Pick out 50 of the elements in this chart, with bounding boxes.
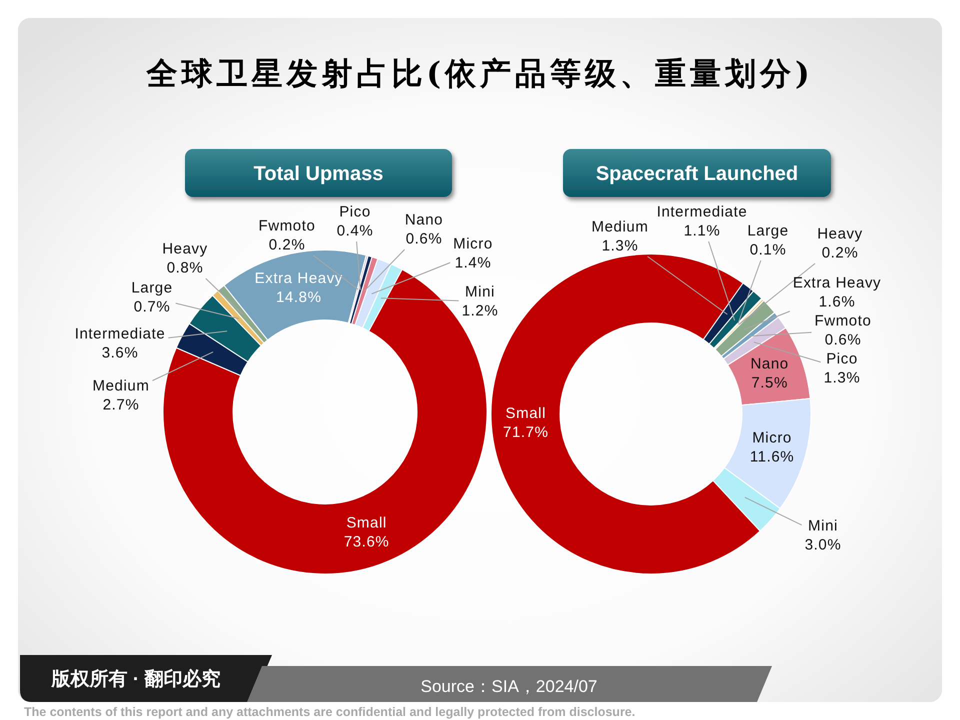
data-label: 7.5% xyxy=(751,374,788,392)
slice-label: Micro xyxy=(752,430,792,447)
slice-label: Intermediate xyxy=(74,326,166,342)
slice-label: Medium xyxy=(92,378,150,394)
data-label: 0.6% xyxy=(406,230,442,248)
slice-label: Intermediate xyxy=(656,204,748,220)
slice-label: Pico xyxy=(826,350,858,368)
data-label: 71.7% xyxy=(503,424,549,442)
data-label: 0.2% xyxy=(268,236,306,254)
data-label: 1.3% xyxy=(824,370,860,386)
slice-label: Small xyxy=(506,405,546,422)
data-label: 1.6% xyxy=(818,294,856,310)
data-label: 0.1% xyxy=(750,242,786,258)
slice-label: Small xyxy=(346,514,387,532)
data-label: 1.3% xyxy=(602,238,638,254)
slice-label: Extra Heavy xyxy=(254,270,343,288)
data-label: 0.4% xyxy=(336,222,374,240)
slice-label: Fwmoto xyxy=(814,312,872,330)
slice-label: Nano xyxy=(750,356,789,373)
slice-label: Heavy xyxy=(162,240,208,258)
data-label: 1.2% xyxy=(462,302,498,320)
data-label: 0.8% xyxy=(166,260,204,276)
data-label: 3.0% xyxy=(804,536,842,554)
data-label: 0.2% xyxy=(822,244,858,262)
chart-title: Total Upmass xyxy=(254,163,384,185)
slice-label: Mini xyxy=(465,284,495,300)
data-label: 3.6% xyxy=(102,344,138,362)
data-label: 11.6% xyxy=(750,448,794,466)
slice-label: Large xyxy=(747,222,789,240)
source-note: Source：SIA，2024/07 xyxy=(420,677,598,696)
text: The contents of this report and any attachments are confidential and legally protected from disclosure. xyxy=(24,705,636,719)
data-label: 2.7% xyxy=(102,396,140,414)
text: 全球卫星发射占比(依产品等级、重量划分) xyxy=(145,56,814,92)
data-label: 73.6% xyxy=(344,533,390,550)
slice-label: Micro xyxy=(453,236,493,252)
slice-label: Extra Heavy xyxy=(792,274,882,292)
slice-label: Nano xyxy=(404,212,444,228)
data-label: 0.6% xyxy=(824,332,862,348)
slice-label: Medium xyxy=(592,218,648,236)
slice-label: Fwmoto xyxy=(258,218,316,234)
data-label: 14.8% xyxy=(276,289,322,306)
data-label: 1.1% xyxy=(684,222,720,240)
text: 版权所有 · 翻印必究 xyxy=(50,668,220,690)
slice-label: Pico xyxy=(339,204,371,220)
data-label: 1.4% xyxy=(454,254,492,272)
slice-label: Heavy xyxy=(817,226,863,242)
data-label: 0.7% xyxy=(134,298,170,316)
slice-label: Mini xyxy=(808,518,838,534)
slice-label: Large xyxy=(131,280,173,296)
chart-title: Spacecraft Launched xyxy=(596,163,798,185)
